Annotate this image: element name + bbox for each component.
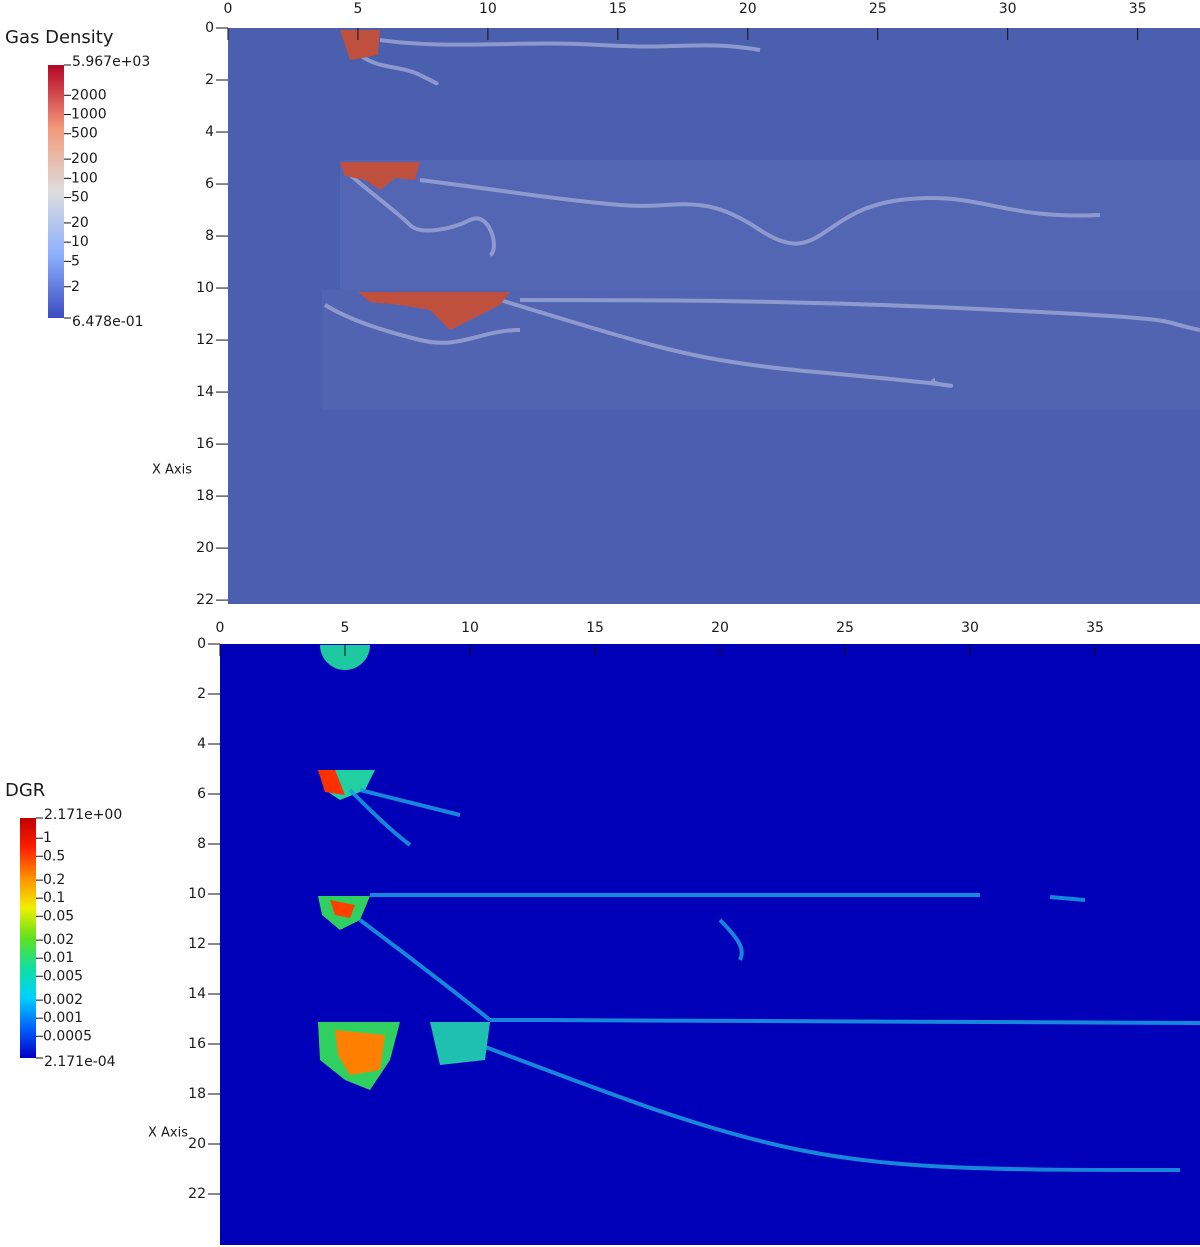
colorbar-label: 6.478e-01 [72, 314, 144, 330]
colorbar-label: 10 [71, 234, 89, 250]
y-tick-label: 20 [196, 540, 214, 556]
y-tick-label: 22 [196, 592, 214, 608]
colorbar-label: 0.05 [43, 908, 74, 924]
x-tick-label: 15 [586, 620, 604, 636]
y-tick-label: 4 [197, 736, 206, 752]
x-tick-label: 35 [1129, 1, 1147, 17]
field-images [220, 28, 1200, 1245]
y-tick-label: 6 [197, 786, 206, 802]
axis-title: X Axis [148, 1126, 188, 1141]
y-tick-label: 16 [196, 436, 214, 452]
x-tick-label: 20 [739, 1, 757, 17]
y-tick-label: 8 [197, 836, 206, 852]
y-tick-label: 14 [196, 384, 214, 400]
colorbar-label: 0.2 [43, 872, 65, 888]
dgr-core [335, 1030, 385, 1075]
colorbar-label: 0.002 [43, 992, 83, 1008]
colorbar-label: 0.001 [43, 1010, 83, 1026]
x-tick-label: 30 [961, 620, 979, 636]
colorbar-label: 2 [71, 279, 80, 295]
colorbar-label: 20 [71, 215, 89, 231]
colorbar-label: 500 [71, 126, 98, 142]
colorbar-label: 2000 [71, 87, 107, 103]
y-tick-label: 18 [188, 1086, 206, 1102]
y-tick-label: 12 [188, 936, 206, 952]
y-tick-label: 4 [205, 124, 214, 140]
colorbar-label: 5.967e+03 [72, 54, 150, 70]
y-tick-label: 10 [196, 280, 214, 296]
x-tick-label: 0 [216, 620, 225, 636]
colorbar-label: 200 [71, 151, 98, 167]
colorbar [20, 818, 36, 1058]
dgr-cloud [430, 1022, 490, 1065]
dgr-core [330, 900, 355, 918]
colorbar-label: 0.01 [43, 950, 74, 966]
colorbar-title: DGR [5, 780, 45, 801]
colorbar-label: 0.005 [43, 968, 83, 984]
colorbar-label: 0.02 [43, 932, 74, 948]
x-tick-label: 15 [609, 1, 627, 17]
y-tick-label: 14 [188, 986, 206, 1002]
colorbar-label: 0.1 [43, 890, 65, 906]
dgr-streams [348, 788, 1200, 1172]
colorbar-label: 100 [71, 170, 98, 186]
y-tick-label: 2 [205, 72, 214, 88]
colorbar-label: 50 [71, 190, 89, 206]
y-tick-label: 20 [188, 1136, 206, 1152]
y-tick-label: 2 [197, 686, 206, 702]
x-tick-label: 25 [836, 620, 854, 636]
y-tick-label: 0 [197, 636, 206, 652]
colorbar-label: 0.0005 [43, 1028, 92, 1044]
x-tick-label: 20 [711, 620, 729, 636]
x-tick-label: 5 [353, 1, 362, 17]
x-tick-label: 0 [224, 1, 233, 17]
colorbar [48, 65, 64, 318]
density-core [340, 30, 380, 60]
colorbar-label: 1000 [71, 107, 107, 123]
dgr-cloud [320, 645, 370, 670]
x-tick-label: 5 [341, 620, 350, 636]
density-swirls [323, 38, 1200, 388]
y-tick-label: 6 [205, 176, 214, 192]
x-tick-label: 35 [1086, 620, 1104, 636]
colorbar-label: 2.171e+00 [44, 807, 122, 823]
dgr-core [318, 770, 345, 795]
colorbar-title: Gas Density [5, 27, 114, 48]
colorbar-label: 2.171e-04 [44, 1054, 116, 1070]
y-tick-label: 8 [205, 228, 214, 244]
density-core [358, 292, 510, 330]
x-tick-label: 25 [869, 1, 887, 17]
dgr-field [220, 644, 1200, 1245]
x-tick-label: 10 [479, 1, 497, 17]
density-core [340, 162, 420, 190]
y-tick-label: 10 [188, 886, 206, 902]
x-tick-label: 30 [999, 1, 1017, 17]
y-tick-label: 0 [205, 20, 214, 36]
y-tick-label: 16 [188, 1036, 206, 1052]
density-layer [340, 160, 1200, 290]
y-tick-label: 12 [196, 332, 214, 348]
axis-title: X Axis [152, 463, 192, 478]
colorbar-label: 1 [43, 830, 52, 846]
colorbar-label: 0.5 [43, 848, 65, 864]
x-tick-label: 10 [461, 620, 479, 636]
colorbar-label: 5 [71, 253, 80, 269]
y-tick-label: 22 [188, 1186, 206, 1202]
y-tick-label: 18 [196, 488, 214, 504]
